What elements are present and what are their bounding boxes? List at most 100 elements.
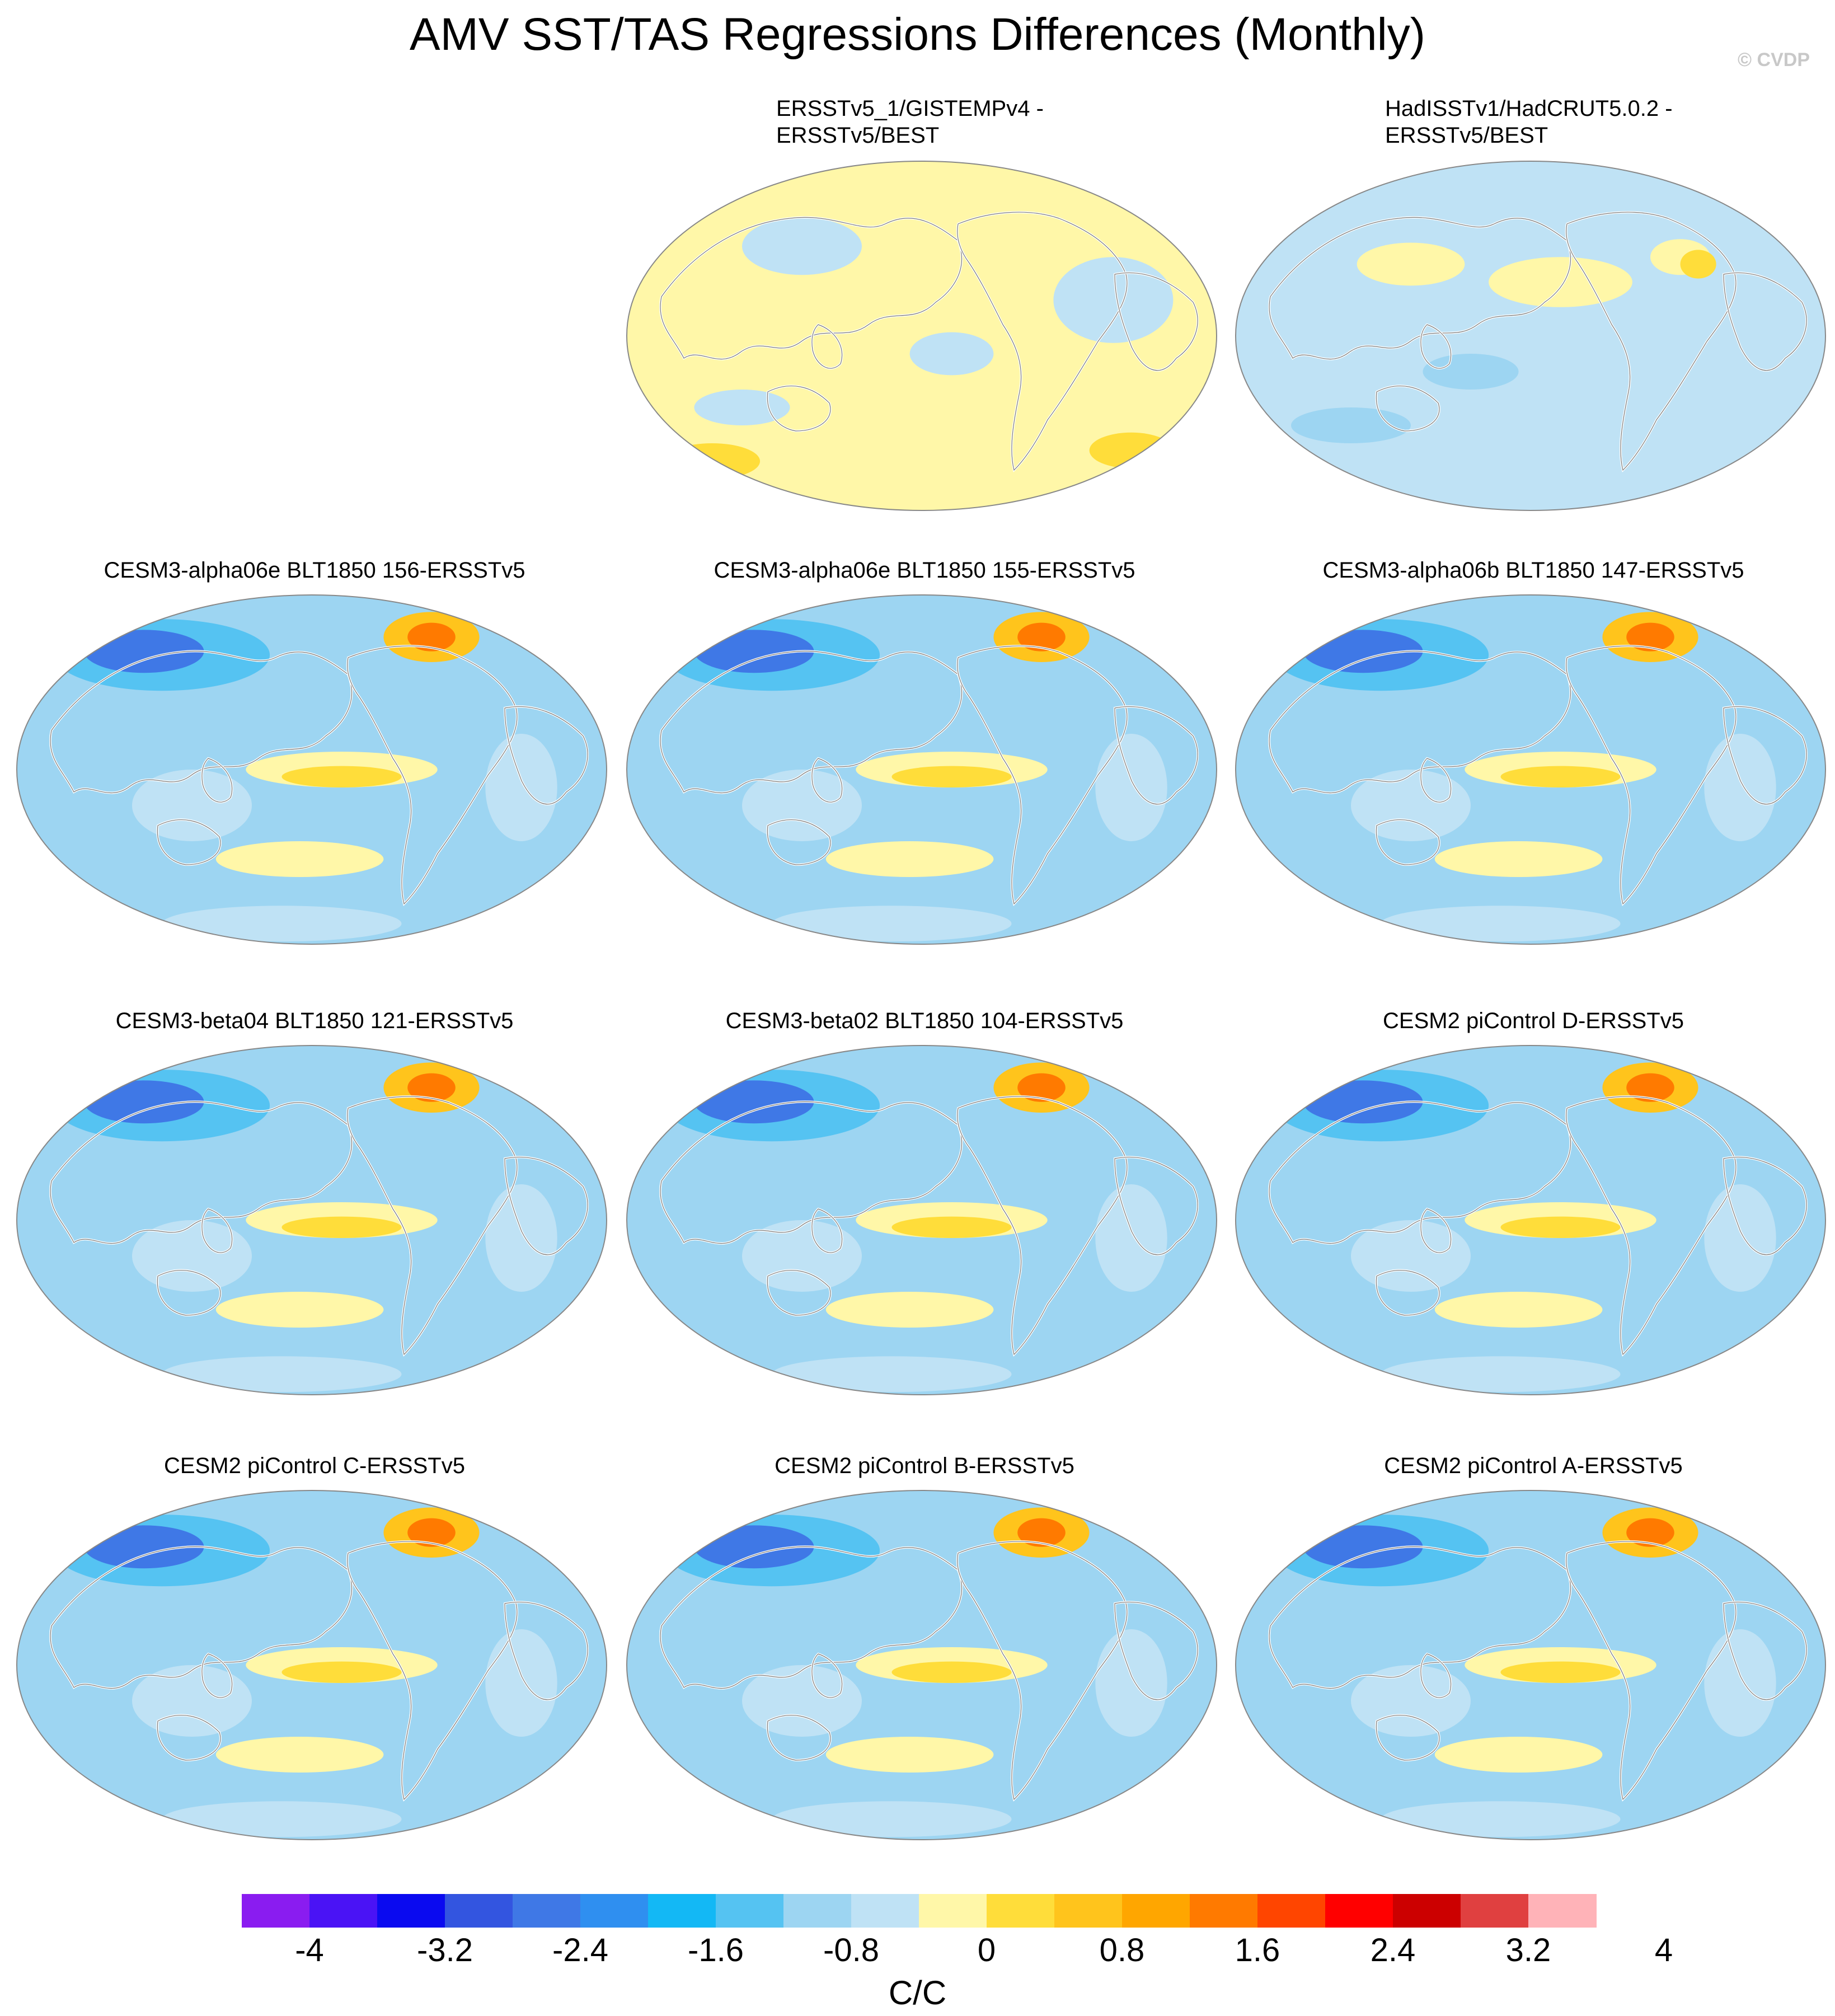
anomaly-region (1095, 1629, 1167, 1737)
anomaly-region (281, 1216, 402, 1238)
coastline (957, 212, 1128, 471)
coastline (1420, 1653, 1452, 1698)
panel-title: CESM3-alpha06e BLT1850 155-ERSSTv5 (714, 558, 1135, 583)
colorbar-box (716, 1894, 784, 1928)
anomaly-region (1500, 1216, 1621, 1238)
colorbar-tick-labels: -4 -3.2 -2.4 -1.6 -0.8 0 0.8 1.6 2.4 3.2 4 (0, 1931, 1835, 1976)
watermark: © CVDP (1738, 49, 1810, 71)
colorbar-tick: -0.8 (823, 1932, 879, 1968)
coastline (1723, 706, 1807, 805)
colorbar-box (445, 1894, 513, 1928)
anomaly-region (1017, 1518, 1066, 1547)
colorbar-box (1325, 1894, 1393, 1928)
coastline (157, 1270, 221, 1316)
coastline (1114, 706, 1198, 805)
anomaly-region (1704, 1184, 1776, 1292)
anomaly-region (1017, 622, 1066, 651)
anomaly-region (84, 1080, 204, 1124)
coastline (957, 645, 1128, 905)
colorbar-tick: -3.2 (417, 1932, 473, 1968)
coastline (1376, 1270, 1440, 1316)
colorbar-tick: 2.4 (1370, 1932, 1416, 1968)
anomaly-region (84, 630, 204, 673)
coastline (504, 1601, 588, 1700)
anomaly-region (825, 841, 994, 877)
coastline (811, 1208, 843, 1253)
coastline (957, 1096, 1128, 1356)
coastline (660, 650, 963, 794)
colorbar-tick: 0 (977, 1932, 996, 1968)
map-border (16, 1490, 607, 1840)
map-border (626, 594, 1217, 945)
world-map (626, 594, 1217, 945)
coastline (157, 1715, 221, 1761)
anomaly-region (281, 766, 402, 787)
coastline (504, 1156, 588, 1255)
colorbar-box (580, 1894, 649, 1928)
coastline (767, 1270, 831, 1316)
colorbar-box (1257, 1894, 1326, 1928)
panel-title: HadISSTv1/HadCRUT5.0.2 - ERSSTv5/BEST (1385, 96, 1673, 148)
anomaly-region (1434, 841, 1603, 877)
map-border (1235, 1045, 1826, 1395)
colorbar-box (1393, 1894, 1461, 1928)
anomaly-region (1434, 1737, 1603, 1773)
anomaly-region (742, 217, 862, 275)
colorbar-box (1122, 1894, 1190, 1928)
coastline (1376, 819, 1440, 865)
coastline (1269, 1101, 1571, 1244)
world-map (1235, 594, 1826, 945)
coastline (50, 650, 353, 794)
anomaly-region (1291, 407, 1411, 443)
anomaly-region (694, 1080, 814, 1124)
anomaly-region (1095, 1184, 1167, 1292)
panel-title: CESM3-beta04 BLT1850 121-ERSSTv5 (115, 1009, 514, 1033)
coastline (1566, 1096, 1737, 1356)
colorbar-units: C/C (888, 1974, 947, 2012)
colorbar-box (1461, 1894, 1529, 1928)
colorbar-tick: 3.2 (1505, 1932, 1551, 1968)
anomaly-region (1423, 354, 1519, 390)
anomaly-region (1500, 1661, 1621, 1683)
anomaly-region (1680, 250, 1716, 279)
map-panel: CESM2 piControl B-ERSSTv5 (622, 1452, 1227, 1889)
panel-title: CESM3-alpha06b BLT1850 147-ERSSTv5 (1322, 558, 1744, 583)
anomaly-region (1017, 1073, 1066, 1102)
panel-title: CESM2 piControl A-ERSSTv5 (1384, 1454, 1683, 1478)
coastline (50, 1546, 353, 1689)
anomaly-region (1053, 257, 1174, 343)
coastline (811, 324, 843, 369)
map-border (16, 1045, 607, 1395)
panel-title: CESM2 piControl B-ERSSTv5 (775, 1454, 1074, 1478)
world-map (16, 1490, 607, 1840)
coastline (504, 706, 588, 805)
panel-title: CESM2 piControl C-ERSSTv5 (164, 1454, 465, 1478)
anomaly-region (694, 1525, 814, 1569)
map-border (626, 161, 1217, 511)
colorbar-box (1528, 1894, 1597, 1928)
coastline (1114, 1156, 1198, 1255)
anomaly-region (281, 1661, 402, 1683)
coastline (660, 1546, 963, 1689)
anomaly-region (1434, 1292, 1603, 1328)
coastline (660, 1101, 963, 1244)
map-border (626, 1490, 1217, 1840)
coastline (1723, 272, 1807, 371)
anomaly-region (1357, 242, 1465, 286)
coastline (201, 758, 233, 803)
anomaly-region (891, 1216, 1012, 1238)
coastline (157, 819, 221, 865)
anomaly-region (485, 1184, 557, 1292)
coastline (347, 1096, 518, 1356)
anomaly-region (825, 1292, 994, 1328)
anomaly-region (407, 1073, 456, 1102)
colorbar-box (783, 1894, 852, 1928)
map-border (626, 1045, 1217, 1395)
anomaly-region (891, 1661, 1012, 1683)
colorbar-tick: 4 (1654, 1932, 1673, 1968)
map-border (1235, 1490, 1826, 1840)
colorbar-box (309, 1894, 378, 1928)
anomaly-region (1303, 630, 1423, 673)
coastline (1376, 386, 1440, 432)
anomaly-region (664, 443, 761, 479)
